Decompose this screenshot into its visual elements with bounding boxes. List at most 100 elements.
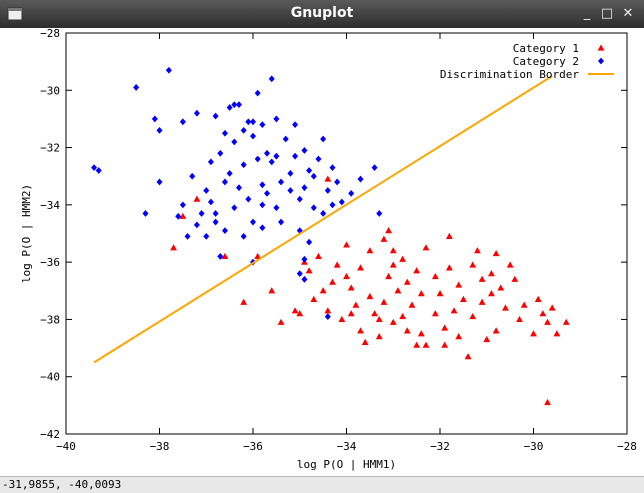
category-2-point bbox=[231, 204, 238, 212]
category-2-point bbox=[296, 270, 303, 277]
category-1-point bbox=[497, 284, 505, 291]
category-1-point bbox=[277, 318, 285, 325]
category-2-point bbox=[357, 175, 364, 183]
category-2-point bbox=[376, 210, 383, 217]
category-1-point bbox=[170, 244, 177, 251]
category-1-point bbox=[413, 267, 421, 274]
x-tick-label: −40 bbox=[56, 440, 76, 453]
category-1-point bbox=[361, 338, 369, 345]
category-2-point bbox=[259, 181, 266, 189]
category-1-point bbox=[389, 247, 397, 254]
category-2-point bbox=[198, 210, 205, 217]
category-2-point bbox=[348, 190, 355, 197]
ticks-layer: −40 −38 −36 −34 −32 −30 −28−42−40−38−36−34−32−… bbox=[40, 28, 637, 453]
category-2-point bbox=[287, 169, 294, 177]
y-axis-label: log P(O | HMM2) bbox=[20, 184, 33, 283]
category-2-point bbox=[245, 118, 252, 126]
category-1-point bbox=[436, 290, 444, 297]
category-2-point bbox=[207, 158, 214, 166]
category-1-point bbox=[179, 212, 187, 219]
category-1-point bbox=[343, 272, 350, 280]
category-2-point bbox=[301, 255, 308, 263]
category-2-point bbox=[179, 118, 186, 126]
category-2-point bbox=[91, 164, 98, 172]
points-layer bbox=[91, 66, 570, 406]
category-1-point bbox=[380, 298, 388, 305]
category-1-point bbox=[511, 275, 519, 282]
category-1-point bbox=[431, 272, 439, 280]
close-button[interactable]: ✕ bbox=[619, 5, 637, 23]
category-1-point bbox=[268, 287, 276, 294]
category-1-point bbox=[389, 318, 397, 325]
category-2-point bbox=[268, 75, 275, 83]
category-1-point bbox=[291, 307, 299, 314]
category-1-point bbox=[357, 264, 364, 271]
category-1-point bbox=[347, 310, 355, 317]
category-1-point bbox=[445, 232, 453, 239]
category-1-point bbox=[422, 244, 430, 251]
category-1-point bbox=[502, 304, 509, 311]
category-2-point bbox=[310, 204, 317, 212]
coordinate-readout: -31,9855, -40,0093 bbox=[2, 478, 122, 491]
window-menu-icon[interactable] bbox=[7, 6, 23, 22]
category-2-point bbox=[306, 167, 313, 174]
scatter-chart[interactable]: −40 −38 −36 −34 −32 −30 −28−42−40−38−36−34−32−… bbox=[0, 28, 644, 476]
category-2-point bbox=[156, 178, 163, 186]
category-1-point bbox=[455, 281, 463, 288]
category-1-point bbox=[329, 278, 336, 285]
category-1-point bbox=[310, 295, 318, 302]
category-2-point bbox=[240, 232, 247, 240]
category-2-point bbox=[268, 158, 275, 166]
y-tick-label: −28 bbox=[40, 28, 60, 40]
category-1-point bbox=[305, 267, 313, 274]
category-1-point bbox=[530, 330, 537, 337]
category-1-point bbox=[403, 278, 411, 285]
category-2-point bbox=[235, 101, 242, 109]
window-title: Gnuplot bbox=[290, 5, 354, 21]
title-bar[interactable]: Gnuplot _ □ ✕ bbox=[0, 0, 644, 28]
category-1-point bbox=[385, 272, 392, 280]
category-1-point bbox=[385, 227, 392, 234]
y-tick-label: −38 bbox=[40, 313, 60, 326]
category-2-point bbox=[278, 178, 285, 186]
category-1-point bbox=[516, 315, 523, 323]
category-2-point bbox=[165, 66, 172, 74]
border-line-layer bbox=[93, 75, 553, 364]
x-axis-label: log P(O | HMM1) bbox=[297, 458, 396, 471]
category-1-point bbox=[520, 301, 528, 308]
category-2-point bbox=[320, 210, 327, 217]
plot-area[interactable]: −40 −38 −36 −34 −32 −30 −28 −42 −40 −38 −36 −34 −32−… bbox=[0, 28, 644, 476]
category-1-point bbox=[324, 175, 332, 182]
category-1-point bbox=[375, 315, 383, 323]
maximize-button[interactable]: □ bbox=[598, 5, 616, 23]
category-1-point bbox=[492, 327, 500, 334]
category-1-point bbox=[455, 333, 463, 340]
category-2-point bbox=[292, 152, 299, 160]
category-2-point bbox=[301, 147, 308, 154]
category-1-point bbox=[193, 195, 201, 202]
category-1-point bbox=[459, 295, 467, 302]
category-1-point bbox=[240, 298, 248, 305]
category-2-point bbox=[133, 84, 140, 91]
status-bar: -31,9855, -40,0093 bbox=[0, 476, 644, 493]
category-2-point bbox=[371, 164, 378, 172]
category-2-point bbox=[142, 210, 149, 217]
category-1-point bbox=[417, 330, 425, 337]
maximize-icon: □ bbox=[600, 6, 614, 21]
category-2-point bbox=[306, 238, 313, 246]
category-2-point bbox=[175, 212, 182, 220]
y-tick-label: −36 bbox=[40, 256, 60, 269]
category-1-point bbox=[254, 252, 262, 260]
x-tick-label: −28 bbox=[617, 440, 637, 453]
category-2-point bbox=[203, 232, 210, 240]
category-2-point bbox=[334, 178, 341, 186]
category-1-point bbox=[347, 284, 355, 291]
category-2-point bbox=[264, 149, 271, 157]
category-1-point bbox=[403, 327, 411, 334]
category-1-point bbox=[441, 341, 449, 348]
category-1-point bbox=[399, 312, 406, 320]
minimize-button[interactable]: _ bbox=[578, 5, 596, 23]
category-1-point bbox=[544, 398, 551, 406]
